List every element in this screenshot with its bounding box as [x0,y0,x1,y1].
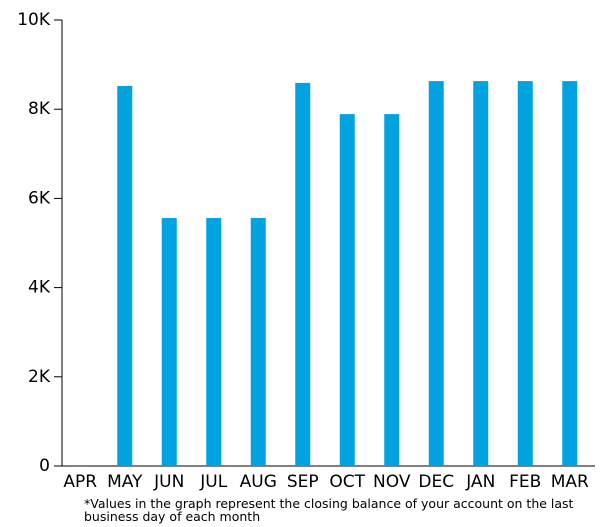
x-tick-label: JAN [465,472,495,492]
y-tick-label: 8K [28,99,51,119]
x-tick-label: DEC [418,472,454,492]
x-tick-label: SEP [287,472,319,492]
bar [295,82,311,467]
chart: 0 2K 4K 6K 8K 10K APR MAY JUN JUL AUG SEP OCT NOV DEC J… [17,10,595,492]
bar [72,465,88,466]
bar [117,86,133,467]
bar [473,81,489,467]
footnote: *Values in the graph represent the closi… [84,496,574,524]
y-tick-label: 10K [17,10,51,30]
y-tick-label: 4K [28,278,51,298]
bar [428,81,444,467]
bar [562,81,578,467]
bar [339,114,355,466]
x-tick-label: MAY [107,472,143,492]
y-tick-label: 2K [28,367,51,387]
y-tick-label: 6K [28,188,51,208]
x-tick-label: FEB [509,472,541,492]
x-tick-label: AUG [240,472,277,492]
bar [161,218,177,466]
x-tick-label: APR [63,472,97,492]
x-tick-label: JUL [199,472,227,492]
y-tick-label: 0 [39,456,50,476]
bar [250,218,266,466]
x-tick-label: OCT [329,472,365,492]
bar [384,114,400,466]
bar [517,81,533,467]
x-tick-label: JUN [153,472,184,492]
x-tick-label: MAR [551,472,589,492]
bar [206,218,222,466]
x-tick-label: NOV [373,472,411,492]
